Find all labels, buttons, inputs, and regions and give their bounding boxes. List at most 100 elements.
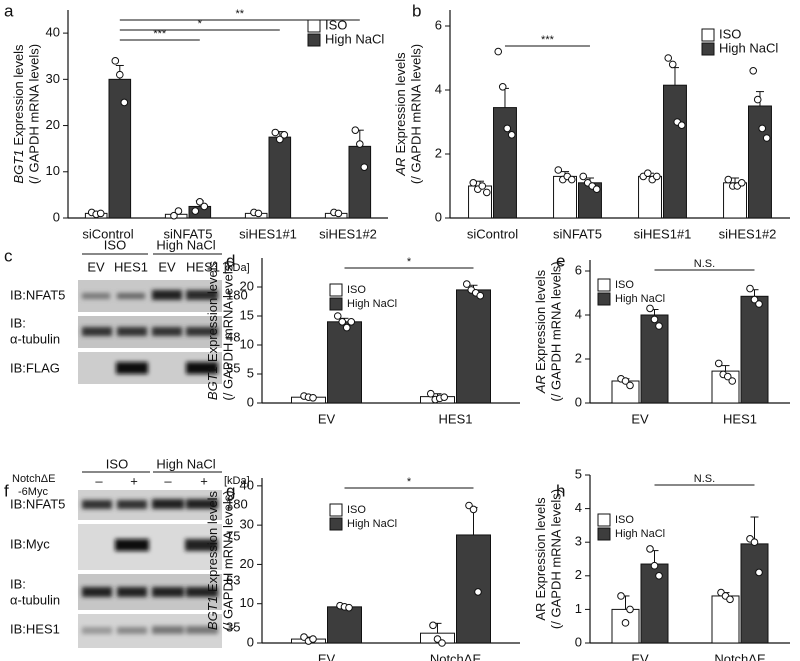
x-tick-label: EV: [631, 411, 649, 426]
data-point: [646, 304, 654, 313]
data-point: [650, 315, 659, 324]
legend-swatch: [329, 503, 343, 517]
data-point: [621, 377, 630, 385]
row-label: IB:HES1: [10, 621, 60, 636]
data-point: [426, 389, 435, 398]
blot-image: [78, 280, 222, 384]
panel-label: c: [4, 246, 13, 265]
legend-label: High NaCl: [347, 298, 397, 310]
data-point: [280, 131, 289, 139]
data-point: [96, 209, 105, 218]
legend-swatch: [597, 292, 611, 306]
panel-label: a: [4, 1, 14, 20]
data-point: [174, 207, 183, 215]
legend-label: High NaCl: [325, 31, 384, 46]
data-point: [746, 284, 754, 293]
lane-label: EV: [158, 259, 176, 274]
y-tick-label: 1: [575, 601, 582, 616]
y-label-gene: AR: [533, 375, 548, 394]
legend-label: High NaCl: [719, 40, 778, 55]
data-point: [567, 175, 576, 184]
data-point: [753, 95, 762, 104]
y-axis-unit: (/ GAPDH mRNA levels): [548, 261, 563, 401]
kda-label: 180: [226, 287, 248, 302]
significance-label: N.S.: [694, 473, 715, 485]
data-point: [494, 47, 503, 56]
lane-label: +: [130, 473, 138, 488]
data-point: [276, 135, 284, 144]
y-tick-label: 0: [247, 394, 254, 409]
legend-label: High NaCl: [347, 518, 397, 530]
data-point: [309, 635, 317, 643]
lane-label: HES1: [186, 259, 220, 274]
row-label: IB:NFAT5: [10, 287, 65, 302]
data-point: [646, 545, 654, 553]
bar: [663, 84, 687, 219]
data-point: [507, 131, 516, 139]
row-label: IB:FLAG: [10, 360, 60, 375]
x-tick-label: HES1: [723, 411, 757, 426]
bar: [711, 595, 740, 644]
data-point: [482, 188, 491, 197]
y-label-text: Expression levels: [533, 497, 548, 599]
y-label-text: Expression levels: [11, 44, 26, 146]
data-point: [755, 300, 763, 308]
y-tick-label: 10: [240, 595, 254, 610]
lane-label: HES1: [114, 259, 148, 274]
y-tick-label: 20: [240, 556, 254, 571]
y-tick-label: 2: [575, 567, 582, 582]
x-tick-label: siHES1#1: [239, 226, 297, 241]
y-tick-label: 20: [46, 117, 60, 132]
data-point: [677, 121, 686, 129]
legend-swatch: [597, 513, 611, 527]
data-point: [120, 98, 129, 107]
legend-swatch: [307, 33, 321, 47]
legend-swatch: [307, 19, 321, 33]
x-tick-label: siControl: [467, 226, 518, 241]
data-point: [621, 619, 630, 627]
data-point: [668, 60, 677, 69]
data-point: [333, 312, 342, 320]
x-tick-label: siHES1#2: [719, 226, 777, 241]
y-label-text: Expression levels: [205, 490, 220, 592]
bar: [268, 136, 292, 219]
legend-swatch: [701, 42, 715, 56]
data-point: [196, 198, 204, 206]
row-label: α-tubulin: [10, 592, 60, 607]
y-label-gene: BGT1: [205, 596, 220, 630]
construct-label: NotchΔE: [12, 473, 55, 485]
data-point: [429, 621, 437, 630]
data-point: [309, 393, 317, 402]
data-point: [724, 175, 733, 184]
data-point: [728, 377, 737, 385]
legend-label: ISO: [615, 514, 634, 526]
panel-label: g: [226, 481, 235, 500]
data-point: [469, 505, 478, 514]
y-label-gene: AR: [533, 603, 548, 621]
y-tick-label: 15: [240, 307, 254, 322]
y-axis-label: BGT1 Expression levels: [11, 44, 26, 184]
data-point: [469, 179, 478, 187]
y-label-gene: AR: [393, 158, 408, 177]
y-label-gene: BGT1: [205, 366, 220, 400]
x-tick-label: EV: [318, 651, 336, 661]
row-label: IB:: [10, 315, 26, 330]
bar: [108, 78, 132, 219]
bar: [748, 105, 772, 219]
data-point: [474, 588, 482, 596]
data-point: [438, 639, 446, 647]
significance-label: *: [407, 256, 412, 268]
data-point: [650, 561, 659, 570]
y-tick-label: 4: [575, 306, 582, 321]
y-tick-label: 5: [247, 365, 254, 380]
blot-image: [78, 490, 222, 648]
legend-swatch: [597, 278, 611, 292]
bar: [327, 606, 362, 644]
y-tick-label: 2: [575, 350, 582, 365]
x-tick-label: siHES1#1: [634, 226, 692, 241]
data-point: [655, 322, 663, 330]
data-point: [758, 124, 767, 133]
row-label: IB:: [10, 576, 26, 591]
data-point: [345, 603, 353, 612]
